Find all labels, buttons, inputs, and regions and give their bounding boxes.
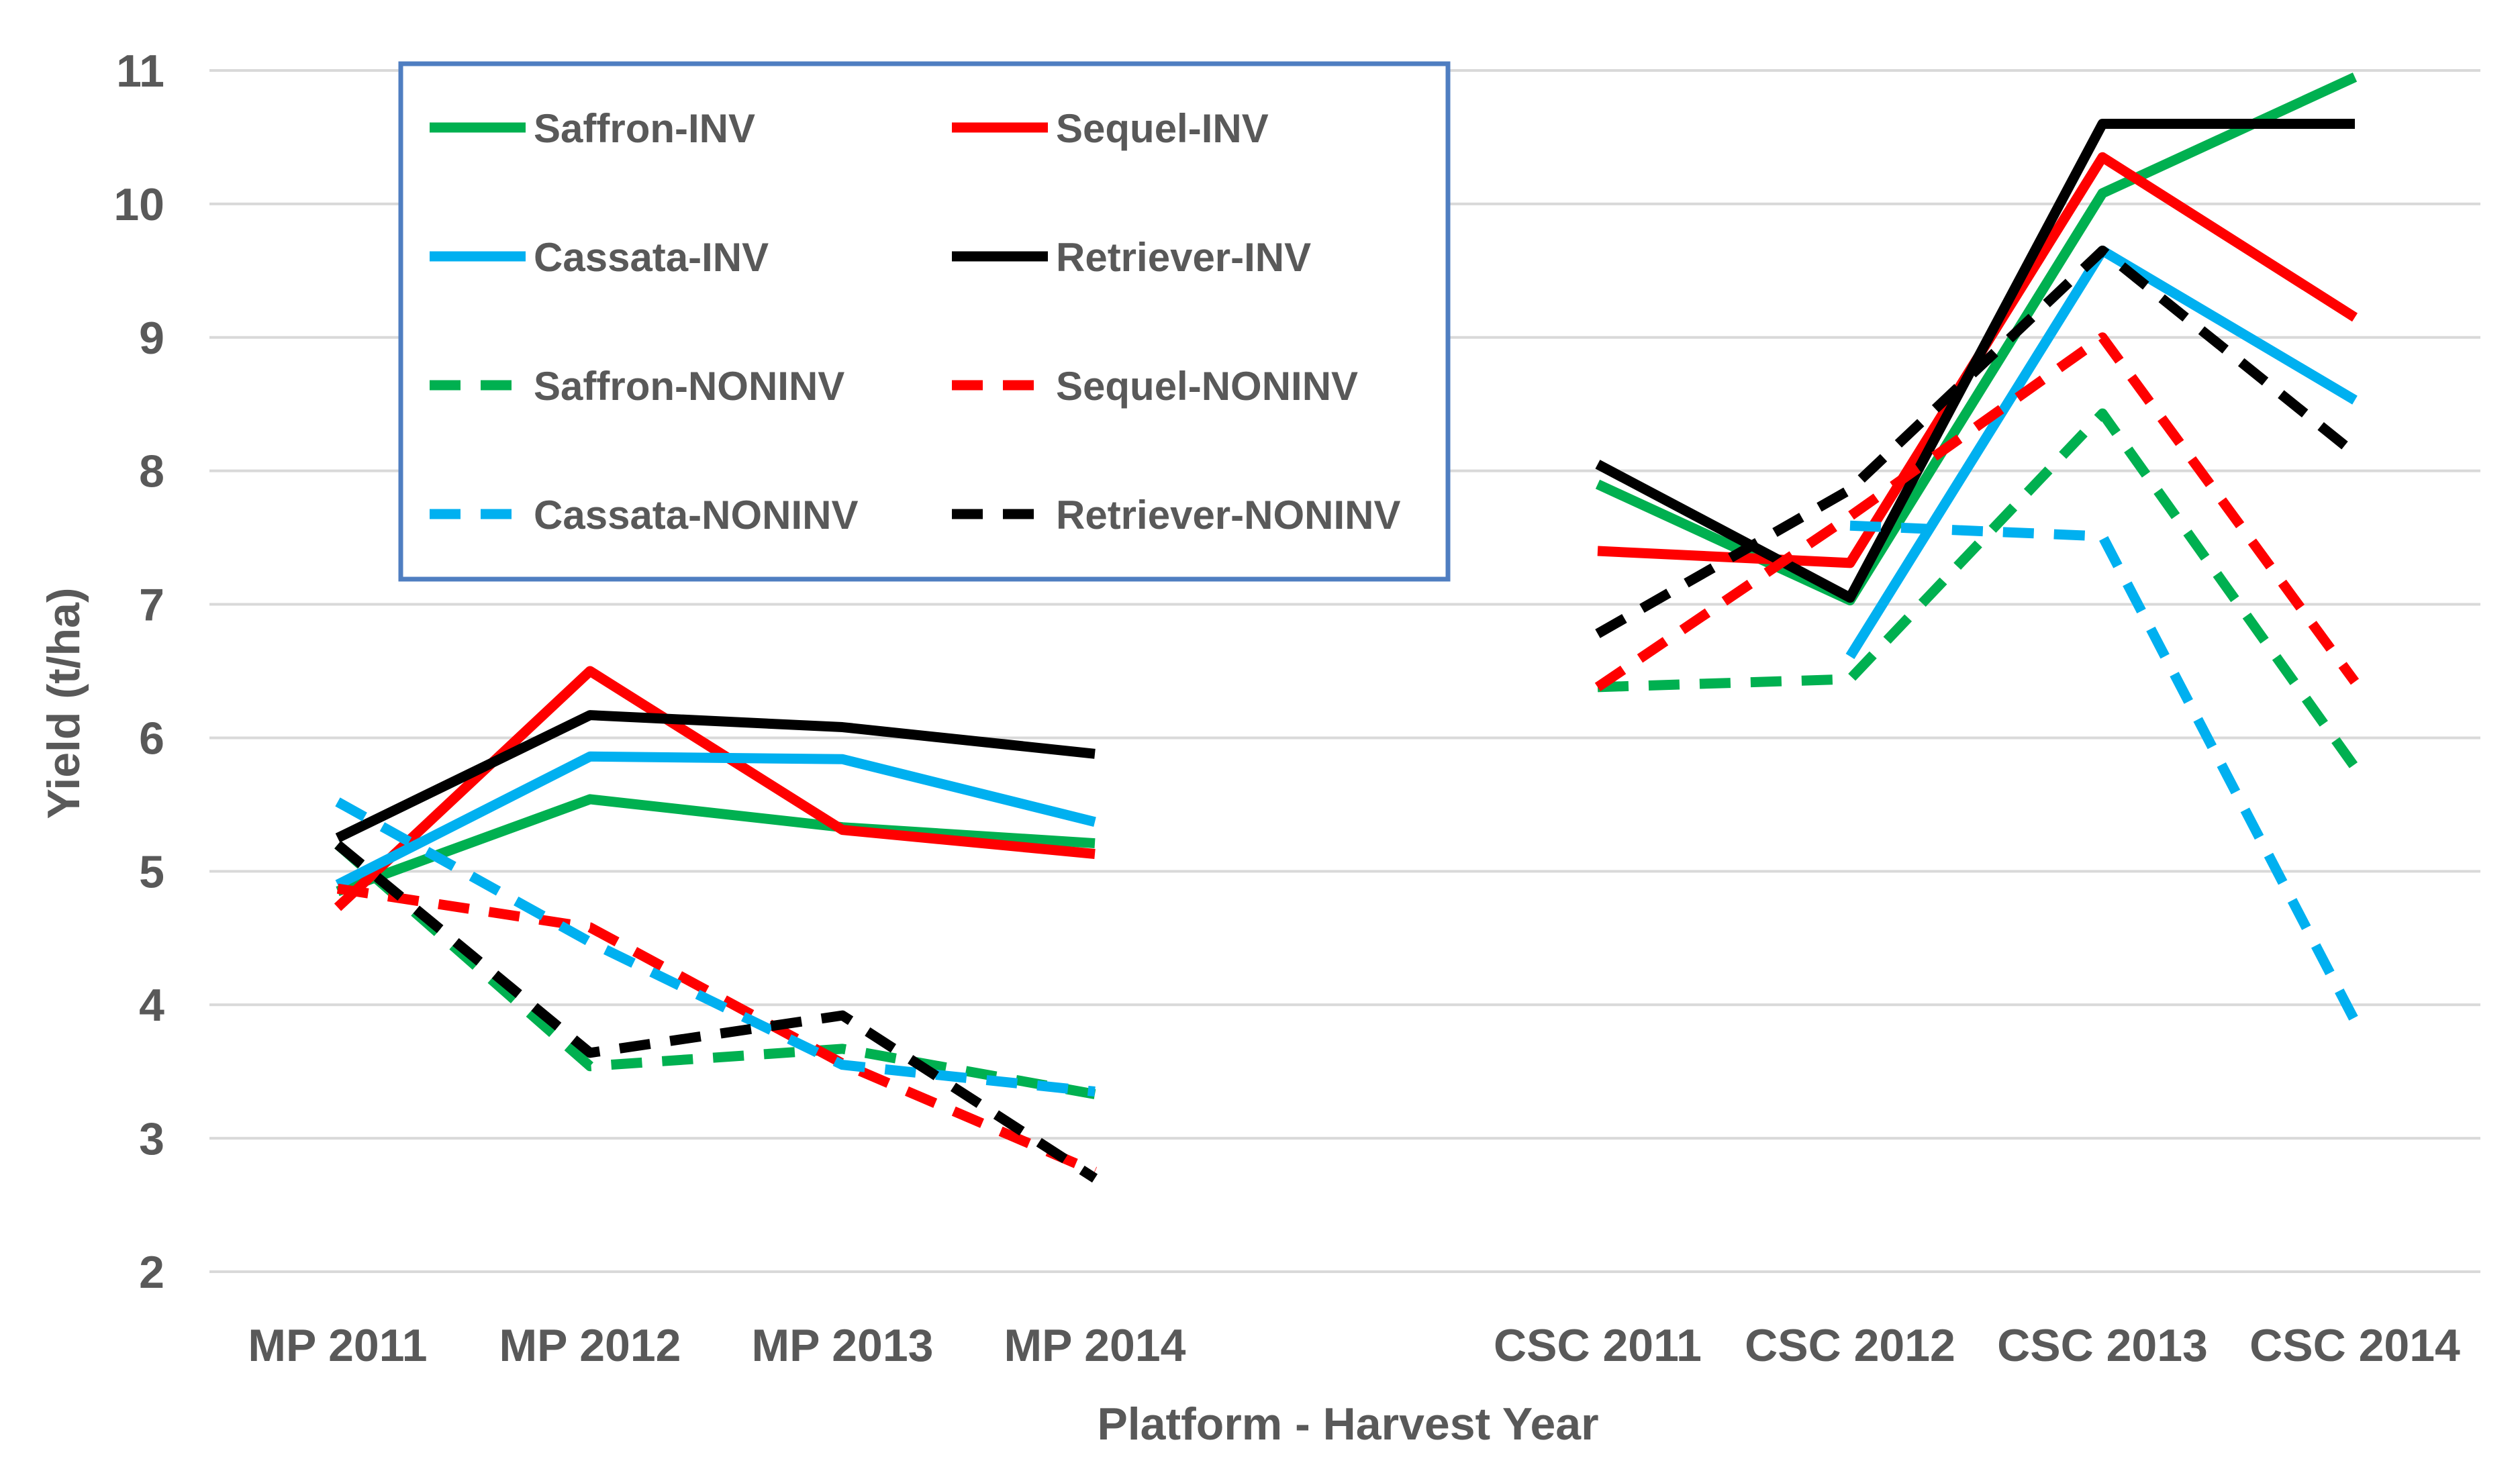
series-line-saffron-inv-csc: [1595, 72, 2358, 606]
x-tick-label: MP 2013: [752, 1320, 934, 1371]
series-line-retriever-inv-csc: [1595, 119, 2355, 603]
x-tick-labels: MP 2011 MP 2012 MP 2013 MP 2014 CSC 2011 CSC …: [248, 1320, 2460, 1371]
legend-label: Cassata-INV: [534, 235, 769, 280]
legend-label: Cassata-NONINV: [534, 493, 859, 538]
y-axis-title: Yield (t/ha): [38, 587, 89, 819]
x-axis-title: Platform - Harvest Year: [1097, 1399, 1598, 1450]
x-tick-label: MP 2014: [1004, 1320, 1186, 1371]
series-line-cassata-inv-mp: [335, 751, 1096, 889]
series-line-retriever-inv-mp: [335, 710, 1096, 843]
y-tick-label: 5: [139, 846, 164, 897]
x-tick-label: MP 2012: [499, 1320, 681, 1371]
legend-box: [398, 61, 1451, 582]
y-tick-label: 2: [139, 1247, 164, 1298]
legend-label: Retriever-NONINV: [1056, 493, 1401, 538]
series-lines: [334, 72, 2360, 1183]
series-line-sequel-noninv-mp: [336, 883, 1097, 1176]
y-tick-label: 11: [116, 46, 164, 97]
x-tick-label: CSC 2012: [1745, 1320, 1955, 1371]
y-tick-label: 7: [139, 580, 164, 631]
series-line-sequel-noninv-csc: [1594, 332, 2360, 692]
y-tick-labels: 2 3 4 5 6 7 8 9 10 11: [113, 46, 164, 1298]
y-tick-label: 3: [139, 1113, 164, 1164]
x-tick-label: CSC 2013: [1997, 1320, 2208, 1371]
x-tick-label: CSC 2014: [2249, 1320, 2460, 1371]
legend-label: Sequel-INV: [1056, 106, 1269, 151]
series-line-cassata-noninv-csc: [1849, 520, 2360, 1023]
legend: Saffron-INV Sequel-INV Cassata-INV Retrieve…: [398, 61, 1451, 582]
legend-label: Sequel-NONINV: [1056, 364, 1358, 409]
series-line-retriever-noninv-mp: [334, 840, 1098, 1183]
y-tick-label: 8: [139, 446, 164, 497]
x-tick-label: CSC 2011: [1494, 1320, 1702, 1371]
series-line-saffron-noninv-csc: [1597, 408, 2360, 770]
series-line-retriever-noninv-csc: [1595, 246, 2358, 638]
y-tick-label: 6: [139, 713, 164, 764]
y-tick-label: 10: [113, 179, 164, 230]
series-line-saffron-noninv-mp: [334, 840, 1096, 1099]
y-tick-label: 4: [139, 980, 164, 1031]
legend-label: Retriever-INV: [1056, 235, 1311, 280]
series-line-saffron-inv-mp: [336, 794, 1096, 897]
series-line-sequel-inv-mp: [334, 666, 1096, 911]
y-tick-label: 9: [139, 313, 164, 364]
series-line-cassata-noninv-mp: [335, 797, 1096, 1097]
x-tick-label: MP 2011: [248, 1320, 427, 1371]
legend-label: Saffron-NONINV: [534, 364, 844, 409]
legend-label: Saffron-INV: [534, 106, 755, 151]
